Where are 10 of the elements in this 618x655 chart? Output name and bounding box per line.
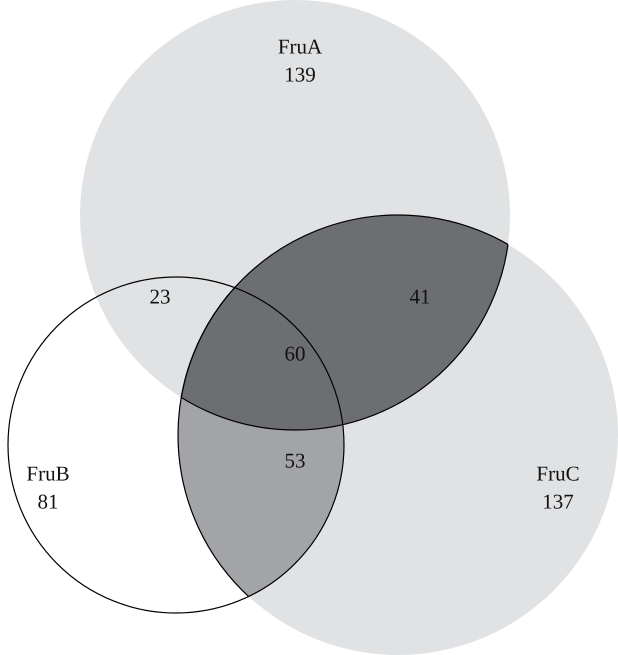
category-label: FruB [26, 462, 70, 486]
text: 23 [150, 284, 170, 309]
data-label: 81 [38, 490, 58, 514]
text: 60 [284, 342, 306, 366]
text: 41 [410, 284, 430, 309]
category-label: FruA [278, 34, 323, 59]
category-label: FruC [536, 462, 580, 486]
data-label: 137 [542, 490, 574, 514]
data-label: 139 [284, 62, 316, 87]
text: 53 [284, 448, 306, 473]
